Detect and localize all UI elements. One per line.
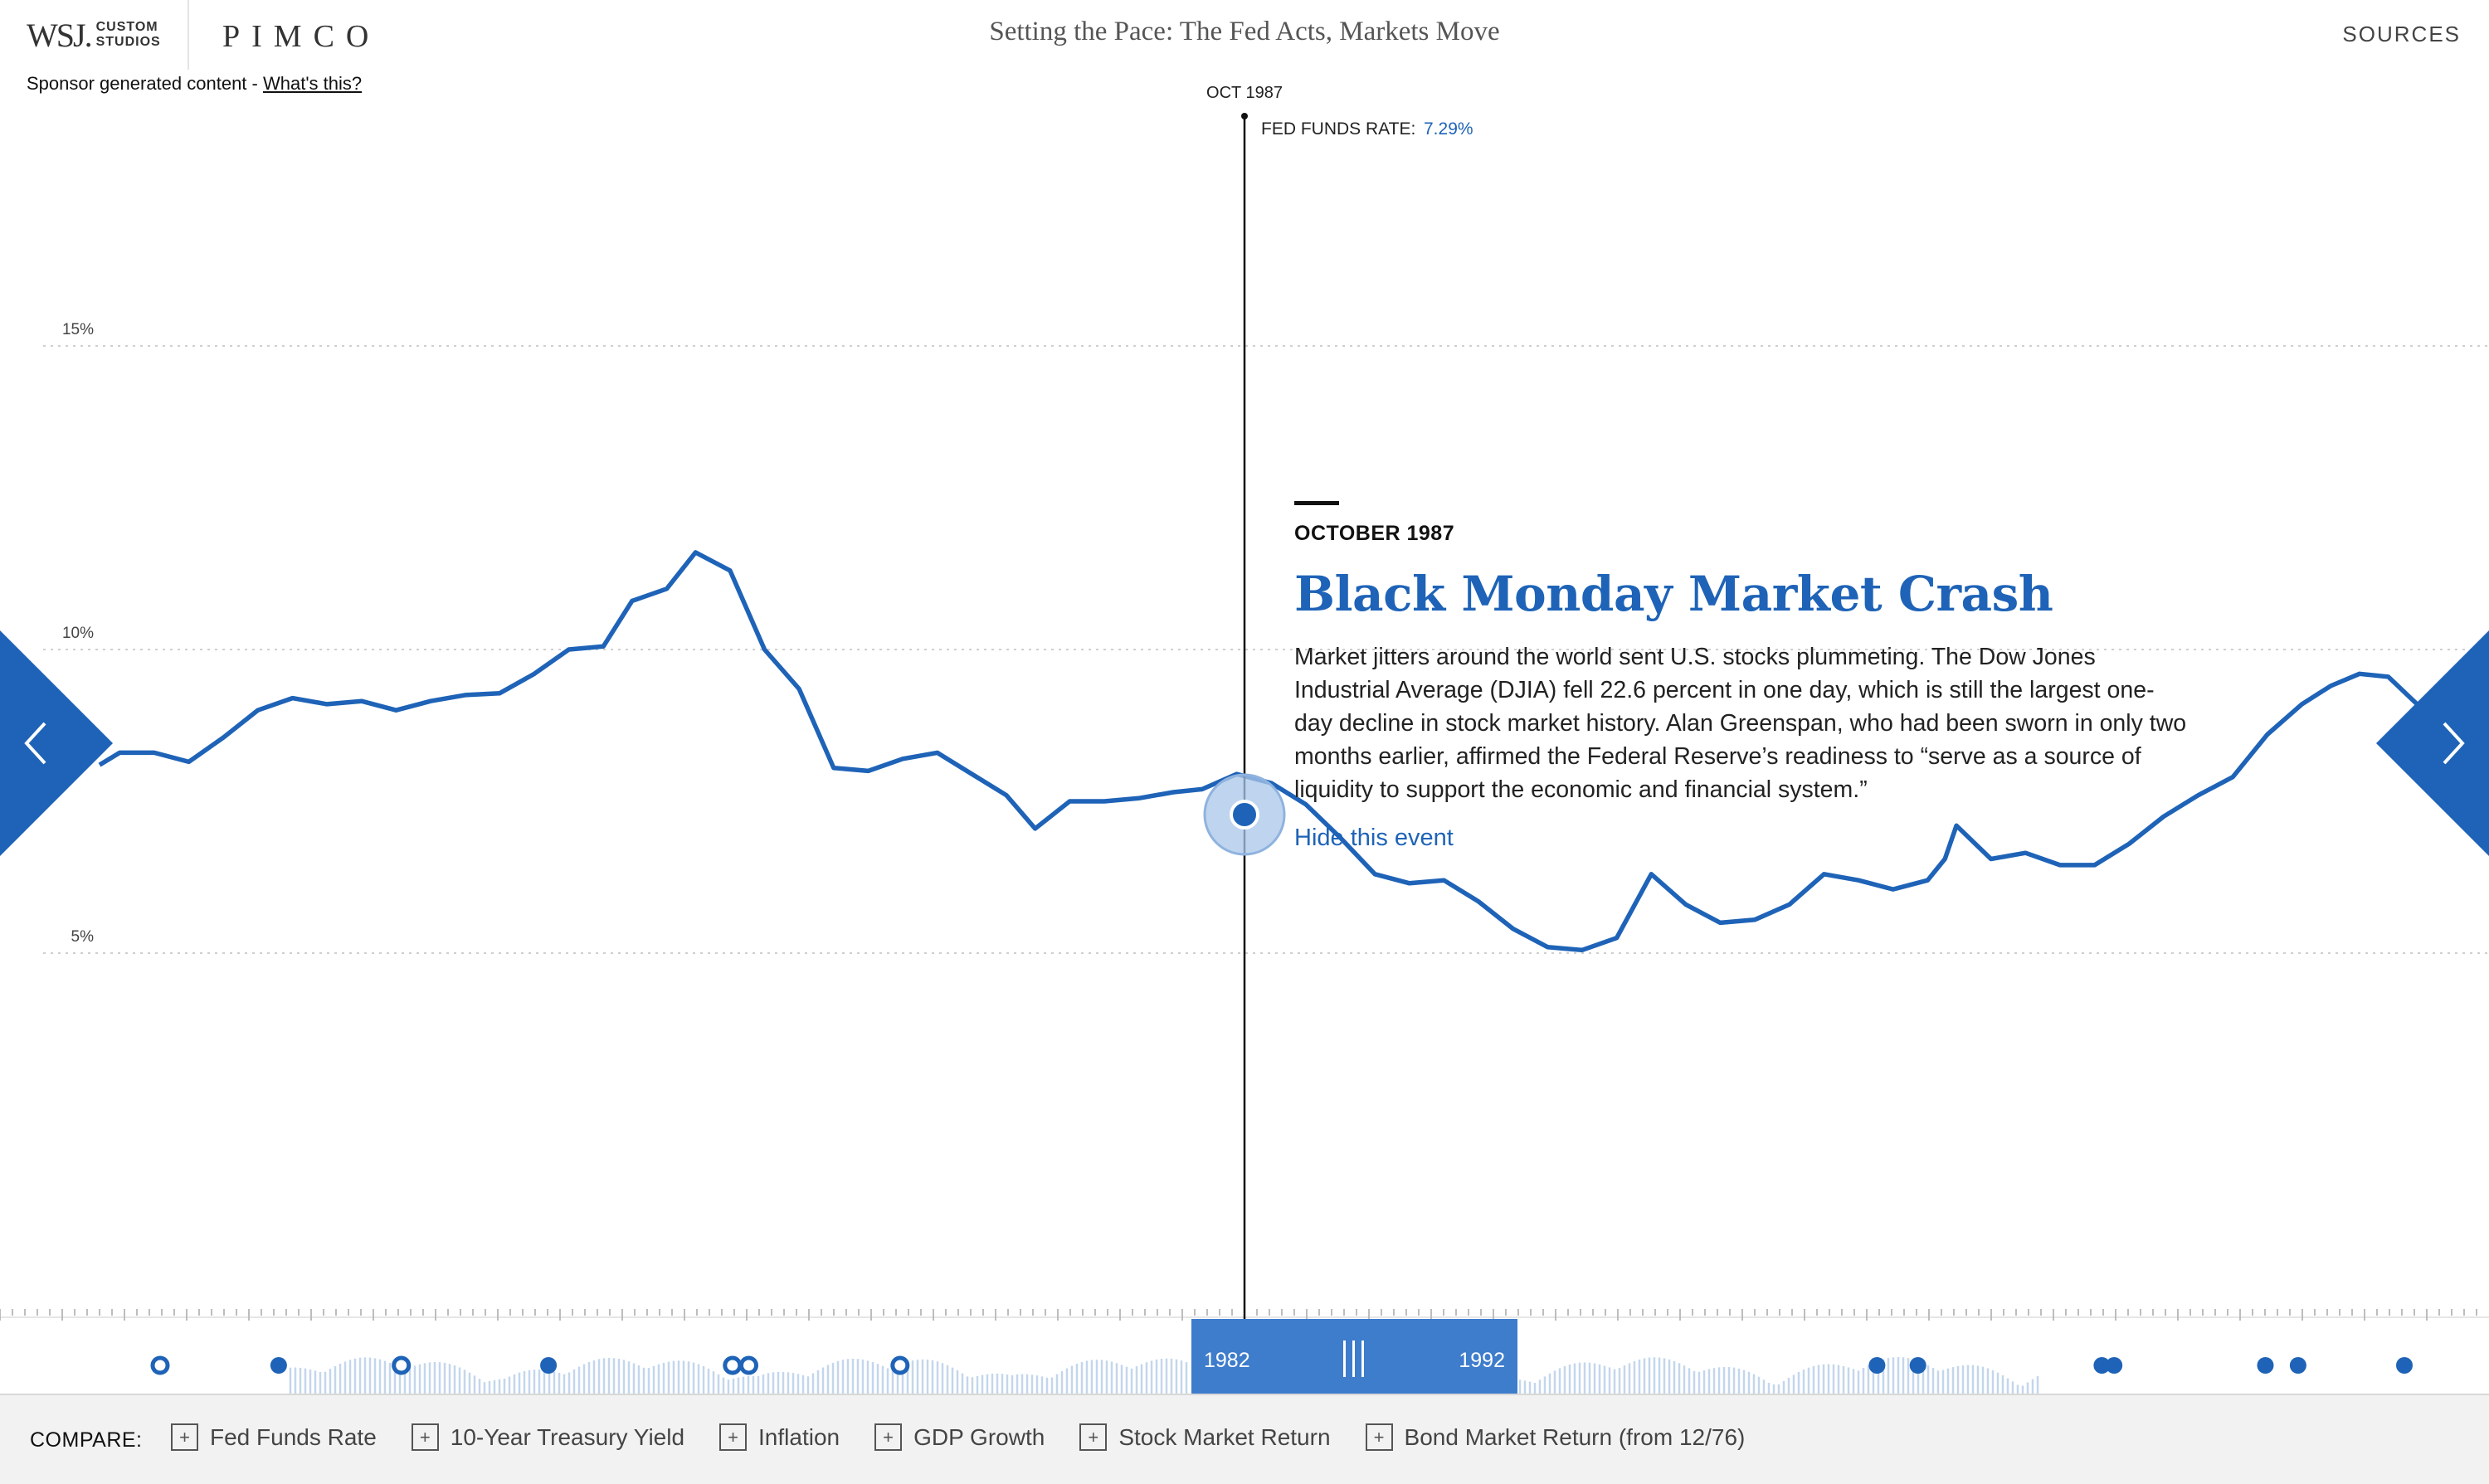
event-dot bbox=[1868, 1357, 1886, 1374]
wsj-sub: CUSTOM STUDIOS bbox=[96, 20, 161, 50]
readout-label: FED FUNDS RATE: bbox=[1261, 119, 1415, 139]
compare-10-year-treasury-yield[interactable]: + 10-Year Treasury Yield bbox=[411, 1423, 685, 1451]
brush-grip-handle[interactable] bbox=[1343, 1340, 1365, 1377]
y-axis-ticks: 15% 10% 5% bbox=[62, 321, 94, 946]
compare-bar: COMPARE: + Fed Funds Rate + 10-Year Trea… bbox=[0, 1394, 2489, 1484]
header: WSJ. CUSTOM STUDIOS PIMCO Setting the Pa… bbox=[0, 0, 2489, 75]
compare-item-label: Inflation bbox=[758, 1423, 840, 1450]
readout-value: 7.29% bbox=[1424, 119, 1473, 139]
wsj-sub-line1: CUSTOM bbox=[95, 20, 158, 34]
event-dot bbox=[890, 1355, 910, 1375]
wsj-custom-studios-logo[interactable]: WSJ. CUSTOM STUDIOS bbox=[27, 15, 161, 55]
plus-icon: + bbox=[1365, 1423, 1393, 1451]
event-dots[interactable] bbox=[150, 1355, 2413, 1375]
sponsor-note: Sponsor generated content - What's this? bbox=[27, 73, 362, 95]
marker-line-cap bbox=[1241, 113, 1248, 119]
wsj-mark: WSJ. bbox=[27, 16, 93, 54]
event-dot bbox=[392, 1355, 412, 1375]
event-date: OCTOBER 1987 bbox=[1294, 522, 1455, 545]
plus-icon: + bbox=[411, 1423, 439, 1451]
compare-item-label: GDP Growth bbox=[913, 1423, 1045, 1450]
y-tick-label: 15% bbox=[62, 321, 94, 338]
event-dot bbox=[1909, 1357, 1926, 1374]
compare-item-label: 10-Year Treasury Yield bbox=[450, 1423, 685, 1450]
event-dot bbox=[2093, 1357, 2111, 1374]
pimco-logo[interactable]: PIMCO bbox=[222, 19, 381, 54]
compare-item-label: Stock Market Return bbox=[1118, 1423, 1331, 1450]
whats-this-link[interactable]: What's this? bbox=[262, 73, 363, 94]
event-dot bbox=[723, 1355, 743, 1375]
time-range-brush[interactable]: 1982 1992 bbox=[1191, 1319, 1517, 1394]
compare-label: COMPARE: bbox=[30, 1428, 143, 1452]
compare-item-label: Fed Funds Rate bbox=[210, 1423, 377, 1450]
y-tick-label: 10% bbox=[62, 625, 94, 642]
sponsor-text: Sponsor generated content - bbox=[27, 73, 263, 94]
rate-line bbox=[98, 550, 2489, 953]
event-dot bbox=[2106, 1357, 2123, 1374]
chevron-left-icon bbox=[24, 722, 46, 765]
compare-stock-market-return[interactable]: + Stock Market Return bbox=[1079, 1423, 1331, 1451]
event-dot bbox=[2396, 1357, 2413, 1374]
event-dot bbox=[270, 1357, 287, 1374]
logo-divider bbox=[188, 0, 189, 70]
rate-line-group bbox=[98, 550, 2489, 953]
event-dot bbox=[2289, 1357, 2306, 1374]
page-title: Setting the Pace: The Fed Acts, Markets … bbox=[989, 17, 1500, 46]
plus-icon: + bbox=[719, 1423, 748, 1451]
hide-event-link[interactable]: Hide this event bbox=[1294, 825, 1454, 851]
marker-date-label: OCT 1987 bbox=[1206, 84, 1283, 102]
compare-fed-funds-rate[interactable]: + Fed Funds Rate bbox=[171, 1423, 377, 1451]
event-title: Black Monday Market Crash bbox=[1294, 566, 2053, 622]
compare-item-label: Bond Market Return (from 12/76) bbox=[1404, 1423, 1746, 1450]
compare-inflation[interactable]: + Inflation bbox=[719, 1423, 840, 1451]
plus-icon: + bbox=[1079, 1423, 1108, 1451]
plus-icon: + bbox=[874, 1423, 903, 1451]
sources-link[interactable]: SOURCES bbox=[2342, 22, 2461, 46]
compare-bond-market-return[interactable]: + Bond Market Return (from 12/76) bbox=[1365, 1423, 1746, 1451]
brush-end-year: 1992 bbox=[1459, 1349, 1505, 1372]
compare-items: + Fed Funds Rate + 10-Year Treasury Yiel… bbox=[171, 1423, 1780, 1451]
event-dot bbox=[2257, 1357, 2274, 1374]
wsj-sub-line2: STUDIOS bbox=[95, 35, 161, 49]
plus-icon: + bbox=[171, 1423, 198, 1451]
time-marker[interactable]: OCT 1987 FED FUNDS RATE: 7.29% bbox=[1203, 84, 1473, 1319]
brush-start-year: 1982 bbox=[1204, 1349, 1250, 1372]
compare-gdp-growth[interactable]: + GDP Growth bbox=[874, 1423, 1045, 1451]
focus-dot bbox=[1230, 800, 1259, 830]
event-dot bbox=[540, 1357, 558, 1374]
event-dot bbox=[739, 1355, 759, 1375]
y-tick-label: 5% bbox=[71, 928, 95, 946]
event-description: Market jitters around the world sent U.S… bbox=[1294, 644, 2187, 803]
event-dot bbox=[150, 1355, 170, 1375]
event-rule bbox=[1294, 501, 1339, 505]
chevron-right-icon bbox=[2443, 722, 2465, 765]
event-panel: OCTOBER 1987 Black Monday Market Crash M… bbox=[1294, 501, 2190, 852]
